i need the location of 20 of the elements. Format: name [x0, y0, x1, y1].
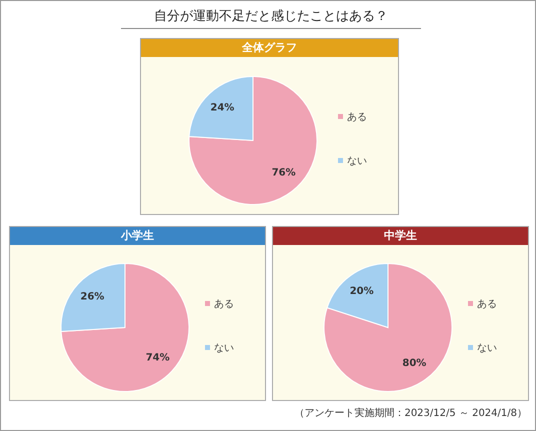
chart-title: 自分が運動不足だと感じたことはある？ [121, 7, 421, 29]
data-label: 74% [146, 352, 170, 364]
data-label: 76% [272, 168, 296, 179]
text: （アンケート実施期間：2023/12/5 ～ 2024/1/8） [294, 408, 527, 419]
chart-title: 中学生 [273, 227, 528, 245]
data-label: 80% [402, 358, 426, 370]
legend-label: ない [347, 154, 367, 168]
data-label: 20% [350, 286, 374, 297]
legend-label: ある [347, 110, 367, 124]
data-label: 26% [80, 291, 104, 302]
pie-slice [188, 76, 318, 205]
legend-label: ない [214, 342, 234, 354]
chart-title: 小学生 [10, 227, 265, 245]
chart-subtitle: 全体グラフ [141, 39, 398, 57]
legend-label: ある [214, 298, 234, 310]
legend-label: ある [477, 298, 497, 310]
pie-slice [324, 263, 452, 392]
data-label: 24% [210, 102, 234, 114]
legend-label: ない [477, 342, 497, 354]
pie-slice [60, 263, 190, 392]
